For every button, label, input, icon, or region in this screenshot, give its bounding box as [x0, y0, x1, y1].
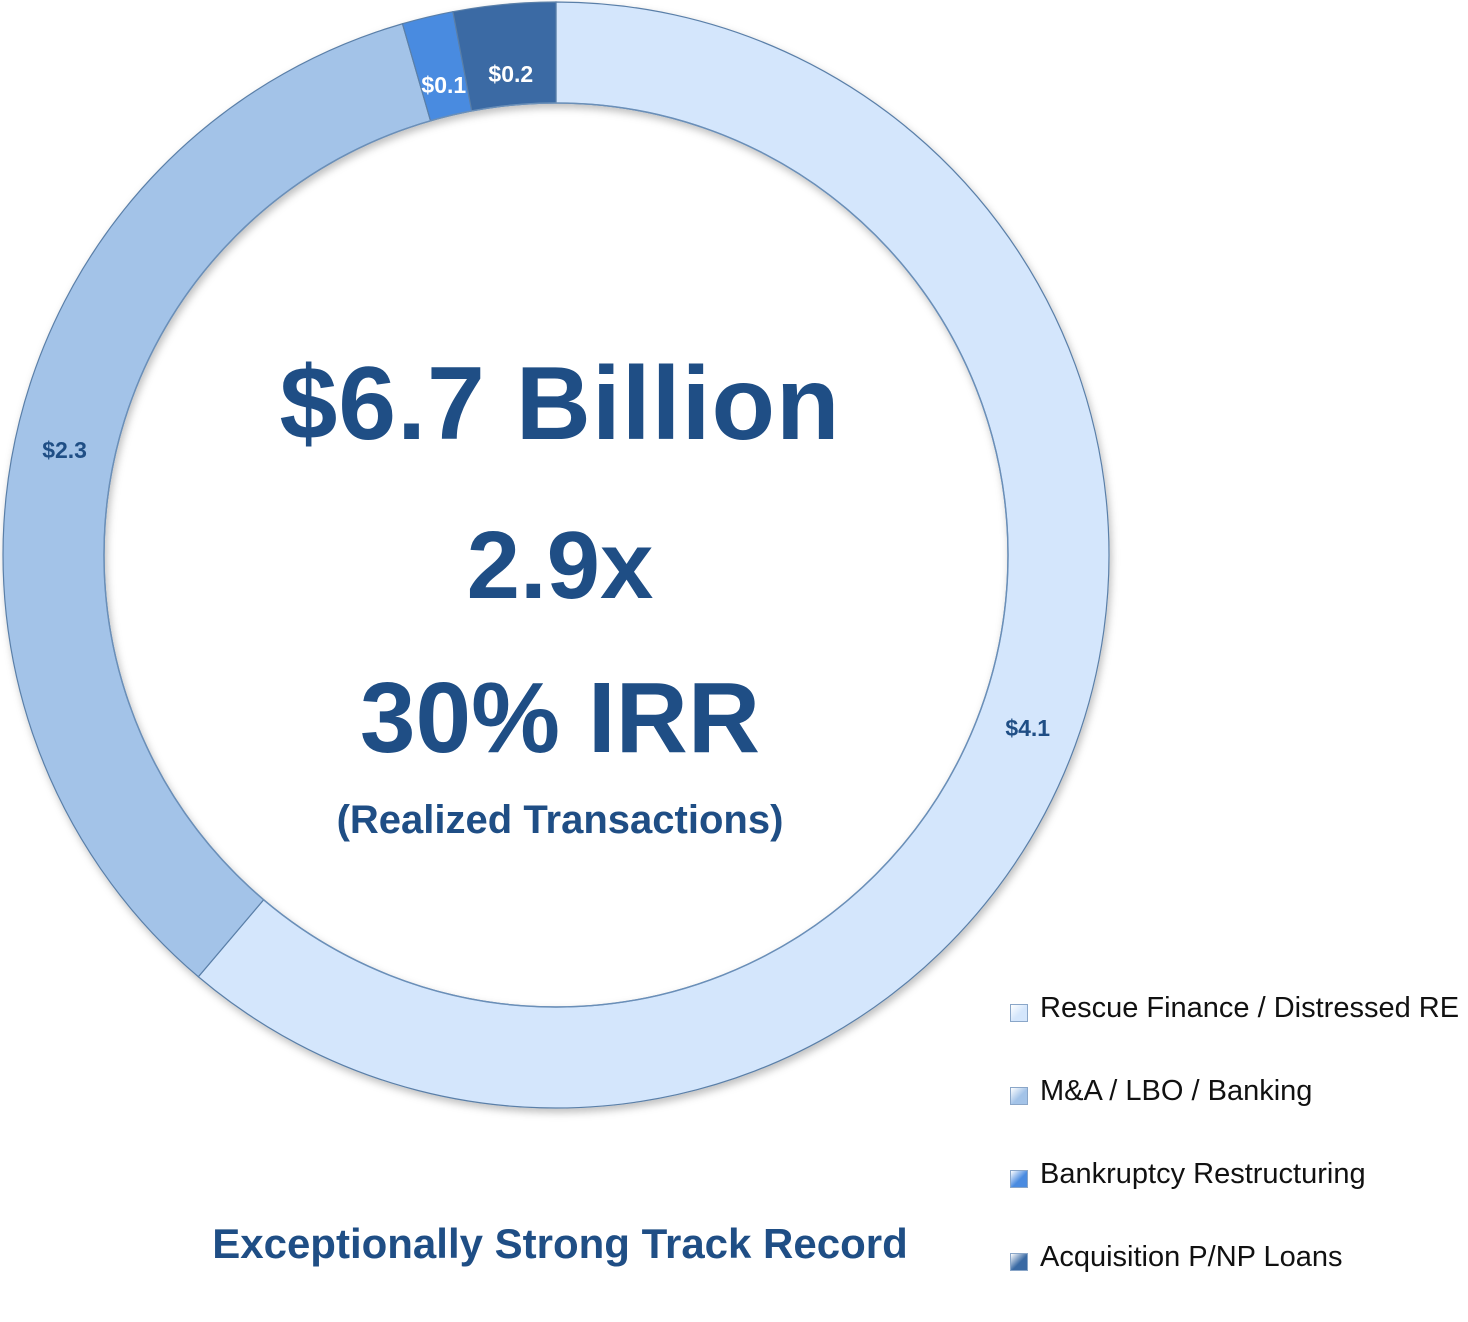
- data-label-ma-lbo-banking: $2.3: [42, 437, 87, 463]
- data-label-bankruptcy-restructuring: $0.1: [421, 72, 466, 98]
- legend-swatch-ma-lbo-banking: [1010, 1087, 1028, 1105]
- donut-inner-edge: [103, 102, 1009, 1008]
- legend-item-acquisition-loans: Acquisition P/NP Loans: [1010, 1239, 1465, 1322]
- legend-item-rescue-finance: Rescue Finance / Distressed RE: [1010, 990, 1465, 1073]
- data-label-acquisition-loans: $0.2: [488, 61, 533, 87]
- donut-slice-acquisition-loans: [452, 1, 557, 112]
- legend-swatch-acquisition-loans: [1010, 1253, 1028, 1271]
- legend-item-bankruptcy-restructuring: Bankruptcy Restructuring: [1010, 1156, 1465, 1239]
- legend-label-rescue-finance: Rescue Finance / Distressed RE: [1040, 992, 1460, 1024]
- headline-total: $6.7 Billion: [279, 346, 841, 462]
- legend-swatch-rescue-finance: [1010, 1004, 1028, 1022]
- headline-multiple: 2.9x: [466, 512, 654, 619]
- headline-note: (Realized Transactions): [336, 798, 784, 842]
- chart-legend: Rescue Finance / Distressed RE M&A / LBO…: [1010, 990, 1465, 1322]
- legend-label-bankruptcy-restructuring: Bankruptcy Restructuring: [1040, 1158, 1366, 1190]
- legend-item-ma-lbo-banking: M&A / LBO / Banking: [1010, 1073, 1465, 1156]
- legend-label-acquisition-loans: Acquisition P/NP Loans: [1040, 1241, 1343, 1273]
- legend-swatch-bankruptcy-restructuring: [1010, 1170, 1028, 1188]
- legend-label-ma-lbo-banking: M&A / LBO / Banking: [1040, 1075, 1313, 1107]
- footer-caption: Exceptionally Strong Track Record: [212, 1220, 908, 1267]
- data-label-rescue-finance: $4.1: [1005, 715, 1050, 741]
- headline-irr: 30% IRR: [359, 662, 761, 774]
